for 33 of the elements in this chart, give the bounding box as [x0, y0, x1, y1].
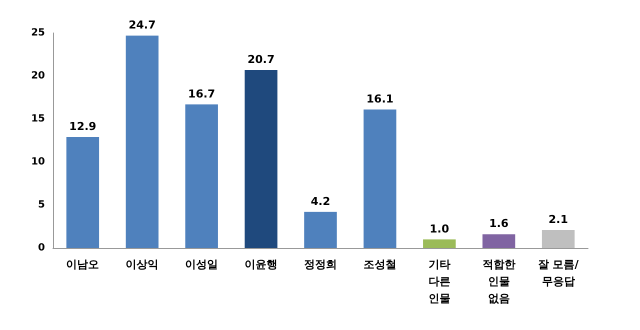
x-tick-label: 기타 다른 인물: [428, 258, 450, 305]
y-tick-label: 0: [38, 242, 46, 254]
y-tick-label: 5: [38, 200, 46, 210]
data-label: 2.1: [548, 212, 568, 226]
bar: [244, 70, 278, 248]
bar: [482, 234, 516, 248]
bar: [364, 110, 396, 248]
y-tick-label: 20: [31, 70, 46, 82]
x-tick-label: 적합한 인물 없음: [482, 258, 516, 305]
x-tick-label: 이상익: [126, 258, 159, 271]
data-label: 1.0: [430, 222, 450, 236]
y-tick-label: 10: [31, 156, 46, 168]
x-tick-label: 이성일: [185, 258, 218, 271]
bar: [66, 137, 100, 248]
x-tick-label: 이윤행: [244, 258, 278, 271]
data-label: 20.7: [247, 52, 275, 66]
x-tick-label: 정정희: [304, 258, 337, 271]
data-label: 16.7: [188, 87, 216, 100]
bar: [542, 230, 575, 248]
x-tick-label: 이남오: [66, 258, 100, 271]
x-tick-label: 잘 모름/ 무응답: [538, 258, 580, 288]
data-label: 16.1: [366, 92, 394, 106]
bar: [423, 239, 456, 248]
bar: [185, 104, 218, 248]
y-tick-label: 15: [31, 114, 46, 124]
bar: [304, 212, 337, 248]
x-tick-label: 조성철: [363, 258, 396, 271]
data-label: 24.7: [128, 18, 156, 32]
y-tick-label: 25: [31, 28, 46, 38]
data-label: 1.6: [489, 217, 509, 230]
bar: [126, 36, 159, 248]
data-label: 12.9: [69, 120, 96, 134]
data-label: 4.2: [310, 194, 330, 208]
